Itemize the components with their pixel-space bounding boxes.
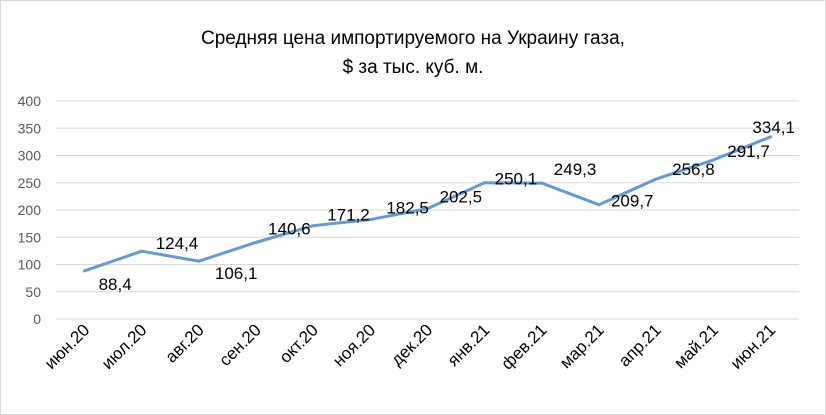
data-point xyxy=(197,259,201,263)
data-label: 140,6 xyxy=(268,219,311,238)
data-label: 334,1 xyxy=(752,118,795,137)
y-axis-ticks: 0 50 100 150 200 250 300 350 400 xyxy=(18,93,42,327)
y-tick-label: 300 xyxy=(18,148,42,164)
x-axis-ticks: июн.20 июл.20 авг.20 сен.20 окт.20 ноя.20 дек.… xyxy=(41,320,779,373)
x-tick-label: апр.21 xyxy=(615,320,665,370)
data-label: 202,5 xyxy=(440,188,483,207)
data-point xyxy=(483,181,487,185)
data-point xyxy=(768,135,772,139)
y-tick-label: 350 xyxy=(18,120,42,136)
x-tick-label: сен.20 xyxy=(215,320,264,369)
data-label: 88,4 xyxy=(99,275,132,294)
x-tick-label: мар.21 xyxy=(556,320,608,372)
series-layer xyxy=(83,135,772,273)
x-tick-label: май.21 xyxy=(670,320,722,372)
y-tick-label: 150 xyxy=(18,229,42,245)
data-label: 182,5 xyxy=(386,199,429,218)
data-label: 249,3 xyxy=(554,160,597,179)
x-tick-label: окт.20 xyxy=(276,320,322,366)
data-point xyxy=(254,240,258,244)
data-point xyxy=(311,224,315,228)
data-label: 124,4 xyxy=(156,234,199,253)
y-tick-label: 200 xyxy=(18,202,42,218)
chart-subtitle: $ за тыс. куб. м. xyxy=(343,57,484,78)
x-tick-label: янв.21 xyxy=(444,320,494,370)
y-tick-label: 250 xyxy=(18,175,42,191)
x-tick-label: июл.20 xyxy=(98,320,151,373)
data-label: 209,7 xyxy=(611,192,654,211)
data-label: 250,1 xyxy=(495,170,538,189)
data-point xyxy=(654,177,658,181)
data-point xyxy=(597,203,601,207)
x-tick-label: июн.20 xyxy=(41,320,94,373)
data-labels: 88,4 124,4 106,1 140,6 171,2 182,5 202,5 250,1 2… xyxy=(99,118,795,294)
data-label: 171,2 xyxy=(327,206,370,225)
x-tick-label: фев.21 xyxy=(498,320,551,373)
data-point xyxy=(711,158,715,162)
data-point xyxy=(83,269,87,273)
chart-title: Средняя цена импортируемого на Украину г… xyxy=(201,28,625,49)
x-tick-label: июн.21 xyxy=(727,320,780,373)
y-tick-label: 0 xyxy=(33,311,41,327)
data-label: 291,7 xyxy=(727,142,770,161)
data-point xyxy=(540,181,544,185)
y-tick-label: 50 xyxy=(25,284,41,300)
x-tick-label: авг.20 xyxy=(162,320,208,366)
y-tick-label: 400 xyxy=(18,93,42,109)
data-point xyxy=(426,207,429,211)
data-point xyxy=(368,218,372,222)
x-tick-label: дек.20 xyxy=(387,320,436,369)
data-label: 106,1 xyxy=(215,264,258,283)
y-tick-label: 100 xyxy=(18,257,42,273)
data-label: 256,8 xyxy=(672,160,715,179)
x-tick-label: ноя.20 xyxy=(329,320,379,370)
data-point xyxy=(140,249,144,253)
